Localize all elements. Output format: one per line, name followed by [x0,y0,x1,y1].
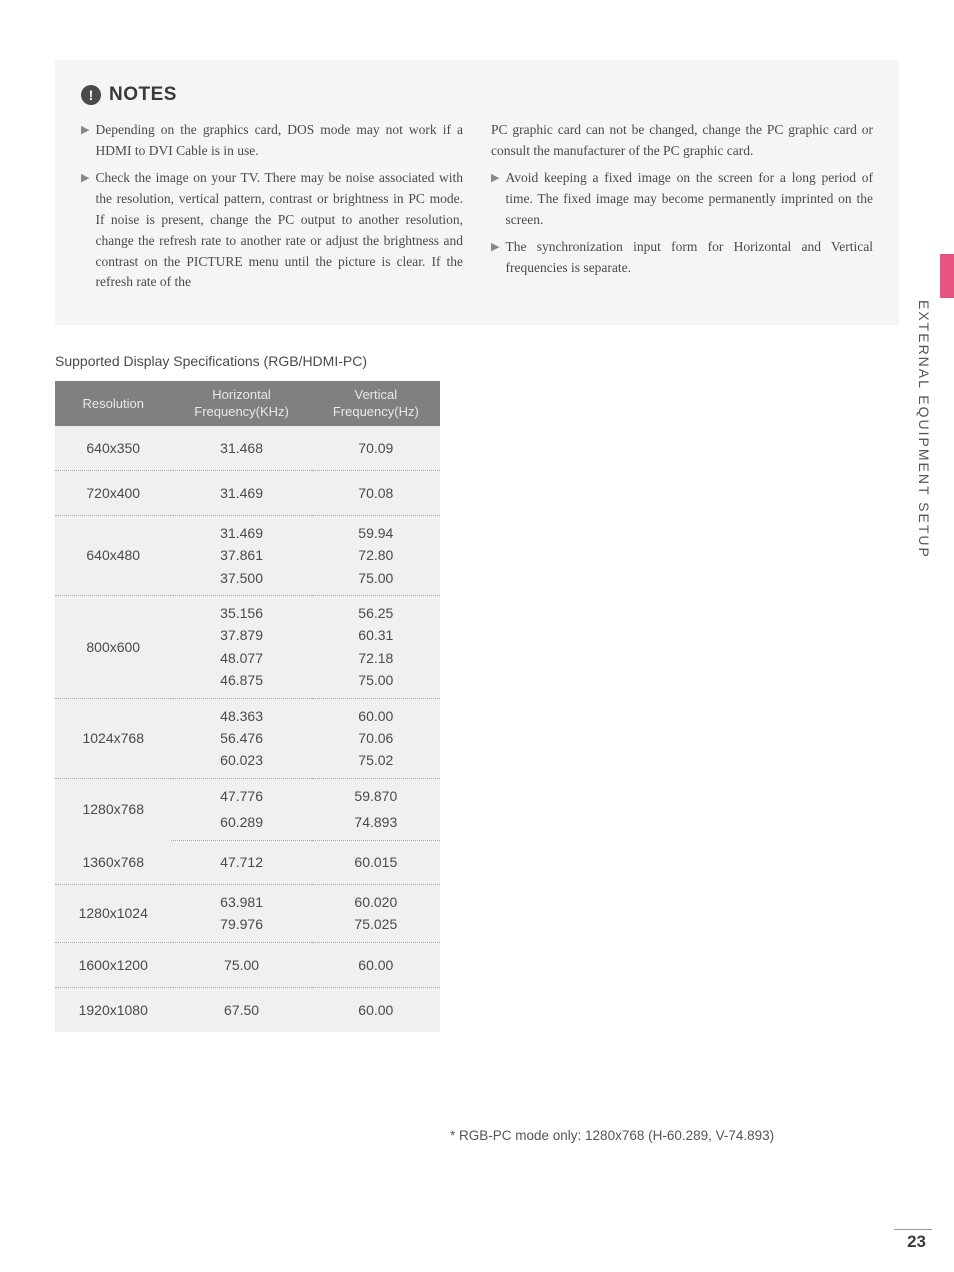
table-row: 1024x768 48.363 56.476 60.023 60.00 70.0… [55,698,440,778]
hfreq-cell: 31.469 37.861 37.500 [171,515,311,595]
vfreq-cell: 56.25 60.31 72.18 75.00 [312,596,440,699]
res-cell: 1600x1200 [55,942,171,987]
res-cell: 1920x1080 [55,987,171,1032]
vfreq-cell: 74.893 [312,809,440,840]
res-cell: 1280x768 [55,778,171,840]
notes-columns: ▶ Depending on the graphics card, DOS mo… [81,120,873,299]
vfreq-cell: 60.00 [312,942,440,987]
note-text: The synchronization input form for Horiz… [505,237,873,279]
notes-box: ! NOTES ▶ Depending on the graphics card… [55,60,899,325]
table-header-row: Resolution Horizontal Frequency(KHz) Ver… [55,381,440,426]
table-row: 640x480 31.469 37.861 37.500 59.94 72.80… [55,515,440,595]
res-cell: 1280x1024 [55,885,171,943]
hfreq-cell: 63.981 79.976 [171,885,311,943]
table-row: 1360x768 47.712 60.015 [55,840,440,885]
triangle-bullet-icon: ▶ [491,237,499,279]
vfreq-cell: 59.94 72.80 75.00 [312,515,440,595]
hfreq-cell: 35.156 37.879 48.077 46.875 [171,596,311,699]
vfreq-cell: 60.00 [312,987,440,1032]
header-label: Vertical [355,387,398,402]
res-cell: 1360x768 [55,840,171,885]
note-item: ▶ Depending on the graphics card, DOS mo… [81,120,463,162]
notes-header: ! NOTES [81,84,873,106]
note-item: ▶ Avoid keeping a fixed image on the scr… [491,168,873,231]
note-text: Avoid keeping a fixed image on the scree… [505,168,873,231]
hfreq-cell: 31.469 [171,470,311,515]
table-row: 720x400 31.469 70.08 [55,470,440,515]
col-header-vertical: Vertical Frequency(Hz) [312,381,440,426]
vfreq-cell: 60.020 75.025 [312,885,440,943]
spec-table: Resolution Horizontal Frequency(KHz) Ver… [55,381,440,1031]
hfreq-cell: 47.776 [171,778,311,809]
note-continuation: PC graphic card can not be changed, chan… [491,120,873,162]
table-row: 1920x1080 67.50 60.00 [55,987,440,1032]
table-row: 1280x1024 63.981 79.976 60.020 75.025 [55,885,440,943]
res-cell: 800x600 [55,596,171,699]
spec-table-title: Supported Display Specifications (RGB/HD… [55,353,899,369]
triangle-bullet-icon: ▶ [491,168,499,231]
hfreq-cell: 67.50 [171,987,311,1032]
table-row: 1600x1200 75.00 60.00 [55,942,440,987]
table-row: 800x600 35.156 37.879 48.077 46.875 56.2… [55,596,440,699]
page-number: 23 [907,1232,926,1252]
notes-title: NOTES [109,84,177,106]
header-label: Horizontal [212,387,271,402]
res-cell: 720x400 [55,470,171,515]
vfreq-cell: 70.08 [312,470,440,515]
vfreq-cell: 59.870 [312,778,440,809]
note-item: ▶ The synchronization input form for Hor… [491,237,873,279]
footnote: * RGB-PC mode only: 1280x768 (H-60.289, … [450,1128,774,1143]
col-header-resolution: Resolution [55,381,171,426]
page-content: ! NOTES ▶ Depending on the graphics card… [0,0,954,1072]
vfreq-cell: 60.015 [312,840,440,885]
info-icon: ! [81,85,101,105]
vfreq-cell: 70.09 [312,426,440,471]
res-cell: 640x350 [55,426,171,471]
res-cell: 1024x768 [55,698,171,778]
hfreq-cell: 48.363 56.476 60.023 [171,698,311,778]
header-unit: Frequency(Hz) [333,404,419,419]
hfreq-cell: 75.00 [171,942,311,987]
table-row: 1280x768 47.776 59.870 [55,778,440,809]
note-item: ▶ Check the image on your TV. There may … [81,168,463,294]
hfreq-cell: 60.289 [171,809,311,840]
note-text: Check the image on your TV. There may be… [95,168,463,294]
notes-left-column: ▶ Depending on the graphics card, DOS mo… [81,120,463,299]
vfreq-cell: 60.00 70.06 75.02 [312,698,440,778]
triangle-bullet-icon: ▶ [81,168,89,294]
hfreq-cell: 47.712 [171,840,311,885]
hfreq-cell: 31.468 [171,426,311,471]
header-unit: Frequency(KHz) [194,404,289,419]
res-cell: 640x480 [55,515,171,595]
triangle-bullet-icon: ▶ [81,120,89,162]
note-text: Depending on the graphics card, DOS mode… [95,120,463,162]
col-header-horizontal: Horizontal Frequency(KHz) [171,381,311,426]
table-row: 640x350 31.468 70.09 [55,426,440,471]
spec-table-body: 640x350 31.468 70.09720x400 31.469 70.08… [55,426,440,1032]
notes-right-column: PC graphic card can not be changed, chan… [491,120,873,299]
page-number-divider [894,1229,932,1230]
